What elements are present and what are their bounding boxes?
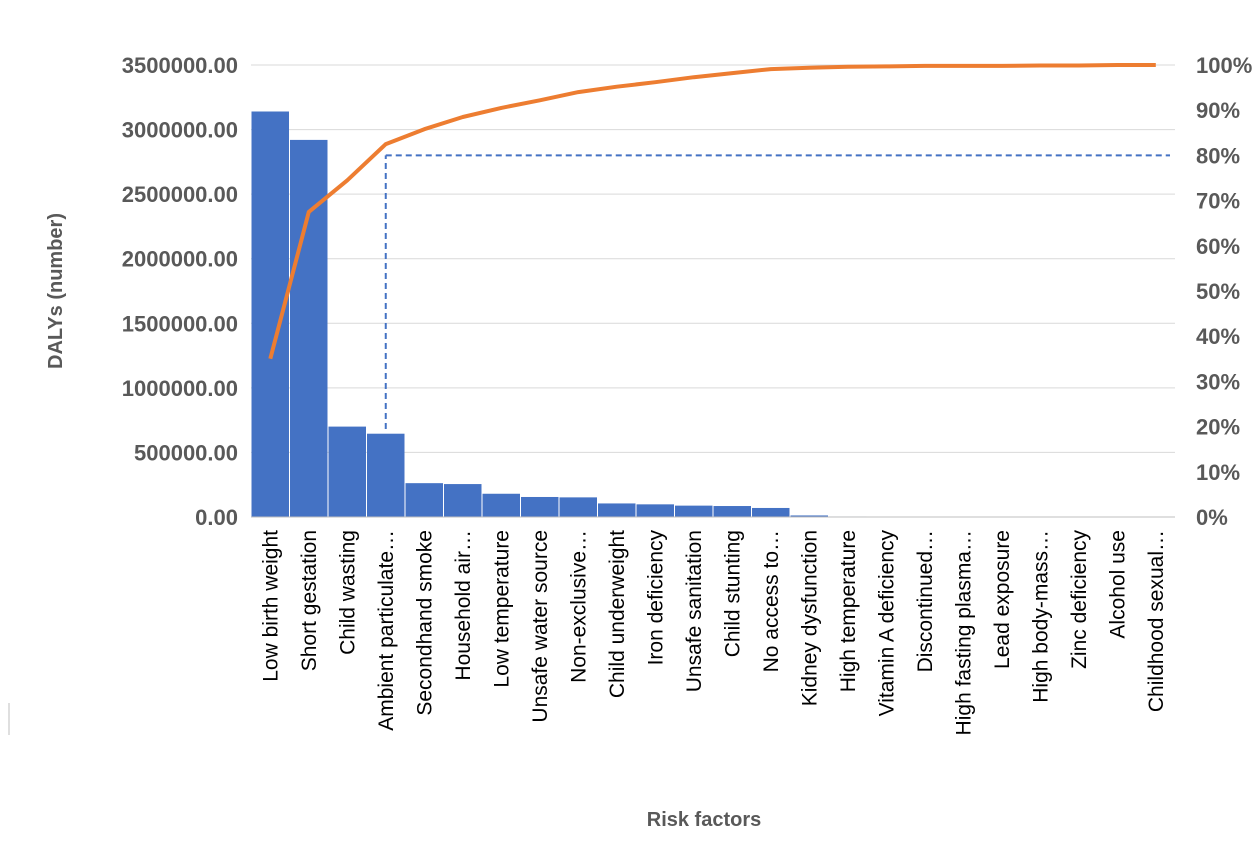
y2-tick-label: 20% xyxy=(1196,415,1240,440)
y2-tick-label: 70% xyxy=(1196,189,1240,214)
bar xyxy=(367,433,405,517)
x-tick-label: High temperature xyxy=(837,530,860,692)
gridlines xyxy=(251,64,1175,518)
y2-axis-ticks: 0% 10% 20% 30% 40% 50% 60% 70% 80% 90% 100% xyxy=(1196,53,1252,530)
bar xyxy=(636,504,674,517)
y-tick-label: 3000000.00 xyxy=(122,118,238,143)
x-tick-label: Low temperature xyxy=(490,530,513,688)
y-tick-label: 1000000.00 xyxy=(122,376,238,401)
y-tick-label: 2500000.00 xyxy=(122,182,238,207)
x-tick-label: Kidney dysfunction xyxy=(798,530,821,706)
x-tick-label: Zinc deficiency xyxy=(1068,530,1091,669)
bar xyxy=(521,496,559,517)
bar xyxy=(598,503,636,517)
y2-tick-label: 90% xyxy=(1196,98,1240,123)
bar xyxy=(675,505,713,517)
bar xyxy=(752,507,790,517)
bar xyxy=(328,426,366,517)
x-tick-label: Short gestation xyxy=(298,530,321,671)
y-tick-label: 2000000.00 xyxy=(122,247,238,272)
x-tick-label: Vitamin A deficiency xyxy=(875,530,898,717)
y2-tick-label: 80% xyxy=(1196,143,1240,168)
x-tick-label: Child wasting xyxy=(336,530,359,655)
y-tick-label: 500000.00 xyxy=(134,440,238,465)
x-axis-label: Risk factors xyxy=(647,809,762,831)
y-tick-label: 0.00 xyxy=(195,505,238,530)
y2-tick-label: 0% xyxy=(1196,505,1228,530)
y-tick-label: 1500000.00 xyxy=(122,311,238,336)
x-tick-label: No access to… xyxy=(760,530,783,672)
x-tick-label: Ambient particulate… xyxy=(375,530,398,731)
bar xyxy=(290,139,328,517)
y-axis-label: DALYs (number) xyxy=(45,213,67,369)
y-axis-ticks: 0.00 500000.00 1000000.00 1500000.00 2000000… xyxy=(122,53,238,530)
x-tick-label: Secondhand smoke xyxy=(413,530,436,716)
x-tick-label: Low birth weight xyxy=(259,530,282,682)
bar xyxy=(559,497,597,517)
threshold-lines xyxy=(384,154,1170,429)
bar xyxy=(405,483,443,517)
x-tick-label: Child stunting xyxy=(721,530,744,657)
x-axis-ticks: Low birth weight Short gestation Child was… xyxy=(259,530,1168,736)
x-tick-label: Iron deficiency xyxy=(644,530,667,666)
x-tick-label: Unsafe water source xyxy=(529,530,552,723)
cumulative-percentage-line xyxy=(268,63,1156,360)
y2-tick-label: 40% xyxy=(1196,324,1240,349)
y2-tick-label: 60% xyxy=(1196,234,1240,259)
y2-tick-label: 10% xyxy=(1196,460,1240,485)
x-tick-label: Alcohol use xyxy=(1106,530,1129,639)
x-tick-label: High body-mass… xyxy=(1029,530,1052,703)
x-tick-label: Childhood sexual… xyxy=(1145,530,1168,712)
x-tick-label: Discontinued… xyxy=(914,530,937,672)
x-tick-label: Lead exposure xyxy=(991,530,1014,669)
bar xyxy=(790,515,828,517)
y-tick-label: 3500000.00 xyxy=(122,53,238,78)
x-tick-label: High fasting plasma… xyxy=(952,530,975,735)
x-tick-label: Non-exclusive… xyxy=(567,530,590,683)
y2-tick-label: 50% xyxy=(1196,279,1240,304)
x-tick-label: Household air… xyxy=(452,530,475,681)
bar xyxy=(713,506,751,517)
bar xyxy=(444,484,482,517)
x-tick-label: Unsafe sanitation xyxy=(683,530,706,692)
x-tick-label: Child underweight xyxy=(606,530,629,698)
y2-tick-label: 30% xyxy=(1196,369,1240,394)
bar xyxy=(482,493,520,517)
bar-series xyxy=(251,111,1175,518)
y2-tick-label: 100% xyxy=(1196,53,1252,78)
